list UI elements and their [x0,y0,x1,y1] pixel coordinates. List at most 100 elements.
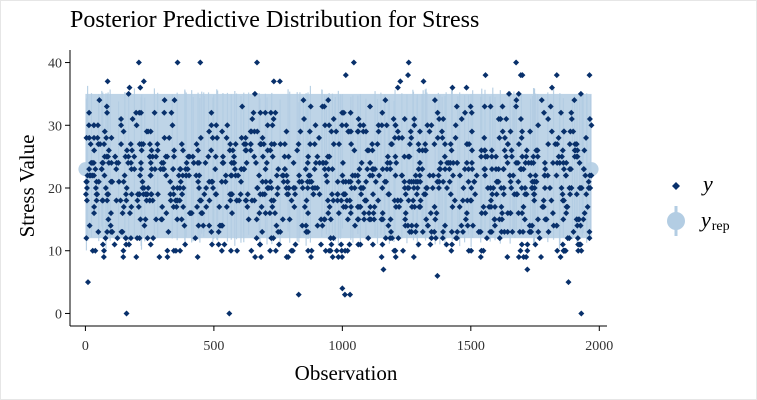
y-tick-label: 20 [48,182,62,197]
y-point [273,222,280,229]
y-point [390,116,397,122]
y-point [214,134,221,141]
y-point [540,197,547,204]
y-point [219,128,226,135]
y-point [428,122,435,129]
y-point [170,166,177,173]
y-point [137,172,144,179]
y-axis-ticks: 0 10 20 30 40 [48,57,70,322]
y-point [515,141,522,148]
y-point [256,241,263,248]
y-point [523,153,530,160]
y-point [267,178,274,185]
y-point [111,241,118,248]
y-point [443,185,450,191]
y-point [301,203,308,210]
y-point [440,116,447,122]
y-point [417,178,424,185]
y-point [316,134,323,141]
y-point [338,197,345,204]
y-point [318,241,325,248]
y-point [468,128,475,135]
y-point [197,134,204,141]
y-point [487,197,494,204]
y-point [488,153,495,160]
y-point [154,191,161,198]
y-point [329,254,336,260]
y-point [319,103,326,110]
y-point [108,228,115,235]
y-point [576,185,583,191]
y-point [86,109,93,116]
y-point [221,241,228,248]
y-point [227,247,234,254]
y-point [271,210,278,217]
y-point [198,197,205,204]
y-point [378,254,385,260]
y-point [270,78,277,85]
y-point [515,178,522,185]
y-point [561,128,568,135]
y-point [557,254,564,260]
y-point [236,197,243,204]
y-point [370,166,377,173]
y-point [161,97,168,104]
y-point [120,254,127,260]
y-point [459,228,466,235]
y-point [279,216,286,223]
y-point [413,191,420,198]
y-point [410,254,417,260]
y-point [262,109,269,116]
y-point [476,228,483,235]
y-point [394,197,401,204]
y-point [131,153,138,160]
y-point [333,247,340,254]
y-point [256,172,263,179]
y-point [168,109,175,116]
y-point [523,191,530,198]
y-point [228,172,235,179]
y-point [383,122,390,129]
y-point [576,159,583,166]
y-point [328,128,335,135]
y-point [347,178,354,185]
y-point [142,216,149,223]
y-point [473,172,480,179]
y-point [170,153,177,160]
y-point [261,191,268,198]
y-point [89,159,96,166]
x-tick-label: 1500 [457,339,485,354]
y-point [335,210,342,217]
y-point [174,59,181,66]
y-point [123,197,130,204]
y-point [103,134,110,141]
y-point [308,178,315,185]
y-point [586,228,593,235]
y-point [514,191,521,198]
y-point [303,197,310,204]
y-point [487,103,494,110]
y-point [336,141,343,148]
y-point [95,178,102,185]
y-point [402,191,409,198]
y-point [445,159,452,166]
y-point [571,97,578,104]
y-point [483,235,490,242]
y-point [254,185,261,191]
y-point [553,172,560,179]
y-point [468,197,475,204]
y-point [567,166,574,173]
y-point [295,141,302,148]
y-point [113,166,120,173]
y-point [358,191,365,198]
y-point [503,116,510,122]
y-point [396,203,403,210]
y-point [208,178,215,185]
y-point [269,203,276,210]
y-point [399,134,406,141]
y-tick-label: 10 [48,245,62,260]
y-point [101,247,108,254]
y-point [244,191,251,198]
y-point [228,159,235,166]
y-point [131,166,138,173]
